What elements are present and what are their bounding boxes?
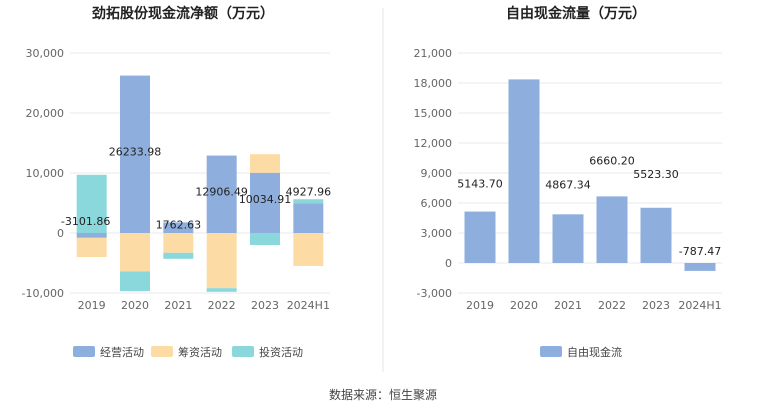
x-tick-label: 2021	[164, 299, 192, 312]
x-tick-label: 2022	[208, 299, 236, 312]
x-tick-label: 2019	[466, 299, 494, 312]
bar	[76, 174, 107, 233]
data-label: 10034.91	[239, 193, 292, 206]
bar	[293, 203, 324, 233]
bars	[76, 75, 324, 292]
bars	[464, 79, 716, 271]
data-label: 5523.30	[633, 168, 679, 181]
data-label: 6660.20	[589, 154, 635, 167]
y-axis-ticks: 30,000 20,000 10,000 0 -10,000	[22, 47, 64, 300]
bar	[508, 79, 540, 263]
y-tick-label: 9,000	[421, 167, 453, 180]
legend: 经营活动 筹资活动 投资活动	[73, 345, 303, 359]
x-tick-label: 2023	[251, 299, 279, 312]
data-labels: -3101.86 26233.98 1762.63 12906.4910034.914…	[61, 146, 331, 232]
bar	[640, 207, 672, 263]
bar	[163, 252, 194, 259]
bar	[163, 222, 194, 233]
chart-title: 自由现金流量（万元）	[506, 5, 646, 22]
legend-label: 投资活动	[259, 345, 303, 359]
bar	[206, 233, 237, 289]
legend-label: 自由现金流	[567, 345, 622, 359]
x-tick-label: 2023	[642, 299, 670, 312]
data-label: 5143.70	[457, 178, 503, 191]
x-tick-label: 2022	[598, 299, 626, 312]
bar	[206, 288, 237, 292]
legend-swatch	[232, 346, 254, 357]
bar	[293, 233, 324, 266]
bar	[120, 75, 150, 233]
x-tick-label: 2024H1	[678, 299, 721, 312]
data-label: -787.47	[679, 245, 721, 258]
grid-lines	[458, 52, 722, 294]
legend-label: 筹资活动	[178, 345, 222, 359]
bar	[76, 237, 107, 257]
bar	[250, 154, 280, 173]
legend: 自由现金流	[540, 345, 622, 359]
bar	[293, 199, 324, 204]
bar	[163, 233, 194, 253]
y-tick-label: -3,000	[417, 287, 452, 300]
bar	[120, 271, 150, 292]
x-tick-label: 2020	[121, 299, 149, 312]
data-label: 4867.34	[545, 178, 591, 191]
data-label: 26233.98	[109, 146, 162, 159]
y-tick-label: 6,000	[421, 197, 453, 210]
data-label: -3101.86	[61, 215, 110, 228]
bar	[552, 214, 584, 263]
y-tick-label: 21,000	[414, 47, 453, 60]
y-tick-label: 3,000	[421, 227, 453, 240]
y-tick-label: 30,000	[26, 47, 65, 60]
bar	[76, 233, 107, 238]
data-label: 1762.63	[156, 218, 202, 231]
data-labels: 5143.7018360.484867.346660.205523.30-787…	[457, 154, 721, 258]
bar	[684, 263, 716, 271]
y-tick-label: 15,000	[414, 107, 453, 120]
y-tick-label: -10,000	[22, 287, 64, 300]
legend-swatch	[540, 346, 562, 357]
y-tick-label: 0	[445, 257, 452, 270]
data-label: 4927.96	[286, 185, 332, 198]
y-axis-ticks: 21,000 18,000 15,000 12,000 9,000 6,000 3,000 0…	[414, 47, 453, 300]
bar	[250, 233, 280, 245]
cashflow-net-chart: 劲拓股份现金流净额（万元） 30,000 20,000 10,000 0 -10,000…	[22, 5, 332, 359]
data-label: 12906.49	[195, 186, 248, 199]
bar	[250, 172, 280, 233]
y-tick-label: 12,000	[414, 137, 453, 150]
x-tick-label: 2019	[78, 299, 106, 312]
x-axis-ticks: 2019 2020 2021 2022 2023 2024H1	[78, 299, 330, 312]
x-tick-label: 2024H1	[287, 299, 330, 312]
y-tick-label: 18,000	[414, 77, 453, 90]
y-tick-label: 10,000	[26, 167, 65, 180]
grid-lines	[70, 52, 330, 294]
chart-title: 劲拓股份现金流净额（万元）	[91, 5, 274, 22]
y-tick-label: 20,000	[26, 107, 65, 120]
y-tick-label: 0	[57, 227, 64, 240]
legend-swatch	[73, 346, 95, 357]
bar	[206, 155, 237, 233]
bar	[596, 196, 628, 263]
legend-swatch	[151, 346, 173, 357]
legend-label: 经营活动	[100, 345, 144, 359]
source-note: 数据来源：恒生聚源	[329, 387, 437, 402]
x-tick-label: 2021	[554, 299, 582, 312]
bar	[120, 233, 150, 272]
x-axis-ticks: 2019 2020 2021 2022 2023 2024H1	[466, 299, 722, 312]
free-cashflow-chart: 自由现金流量（万元） 21,000 18,000 15,000 12,000 9,000…	[414, 5, 722, 359]
x-tick-label: 2020	[510, 299, 538, 312]
bar	[464, 211, 496, 263]
